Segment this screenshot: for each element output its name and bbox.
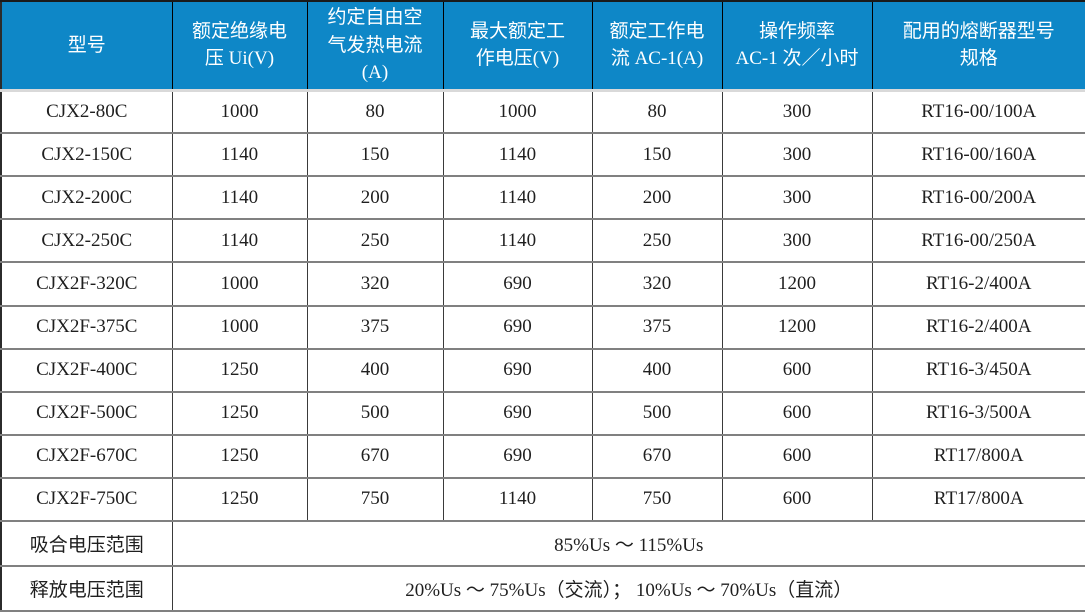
column-header-fuse-spec: 配用的熔断器型号 规格 (871, 0, 1085, 92)
column-header-insulation-voltage: 额定绝缘电 压 Ui(V) (171, 0, 308, 92)
fuse-spec-cell: RT16-2/400A (871, 304, 1085, 350)
table-row: CJX2F-750C 1250 750 1140 750 600 RT17/800A (0, 476, 1085, 523)
insulation-voltage-cell: 1000 (171, 304, 308, 350)
operating-frequency-cell: 300 (721, 218, 873, 264)
thermal-current-cell: 80 (306, 89, 444, 135)
working-current-cell: 320 (591, 261, 723, 307)
table-row: CJX2-200C 1140 200 1140 200 300 RT16-00/200A (0, 175, 1085, 221)
table-row: CJX2-250C 1140 250 1140 250 300 RT16-00/250A (0, 218, 1085, 264)
max-working-voltage-cell: 1140 (442, 132, 593, 178)
column-header-model: 型号 (0, 0, 173, 92)
spec-table-footer: 吸合电压范围 85%Us ～ 115%Us 释放电压范围 20%Us ～ 75%… (0, 520, 1085, 612)
fuse-spec-cell: RT16-00/250A (871, 218, 1085, 264)
max-working-voltage-cell: 1140 (442, 218, 593, 264)
insulation-voltage-cell: 1250 (171, 476, 308, 523)
thermal-current-cell: 400 (306, 347, 444, 393)
working-current-cell: 500 (591, 390, 723, 436)
table-row: CJX2-150C 1140 150 1140 150 300 RT16-00/160A (0, 132, 1085, 178)
table-row: CJX2-80C 1000 80 1000 80 300 RT16-00/100A (0, 89, 1085, 135)
table-row: CJX2F-375C 1000 375 690 375 1200 RT16-2/400A (0, 304, 1085, 350)
thermal-current-cell: 500 (306, 390, 444, 436)
operating-frequency-cell: 300 (721, 89, 873, 135)
column-header-thermal-current: 约定自由空 气发热电流 (A) (306, 0, 444, 92)
thermal-current-cell: 200 (306, 175, 444, 221)
model-cell: CJX2-200C (0, 175, 173, 221)
pickup-voltage-row: 吸合电压范围 85%Us ～ 115%Us (0, 520, 1085, 567)
fuse-spec-cell: RT16-3/500A (871, 390, 1085, 436)
max-working-voltage-cell: 1000 (442, 89, 593, 135)
fuse-spec-cell: RT16-3/450A (871, 347, 1085, 393)
thermal-current-cell: 750 (306, 476, 444, 523)
max-working-voltage-cell: 690 (442, 304, 593, 350)
operating-frequency-cell: 600 (721, 433, 873, 479)
model-cell: CJX2-250C (0, 218, 173, 264)
insulation-voltage-cell: 1140 (171, 218, 308, 264)
release-voltage-label: 释放电压范围 (0, 565, 173, 612)
operating-frequency-cell: 300 (721, 175, 873, 221)
fuse-spec-cell: RT17/800A (871, 433, 1085, 479)
thermal-current-cell: 320 (306, 261, 444, 307)
working-current-cell: 80 (591, 89, 723, 135)
insulation-voltage-cell: 1250 (171, 433, 308, 479)
operating-frequency-cell: 1200 (721, 261, 873, 307)
spec-table-body: CJX2-80C 1000 80 1000 80 300 RT16-00/100A CJX2-… (0, 89, 1085, 523)
insulation-voltage-cell: 1250 (171, 347, 308, 393)
fuse-spec-cell: RT17/800A (871, 476, 1085, 523)
max-working-voltage-cell: 690 (442, 433, 593, 479)
max-working-voltage-cell: 1140 (442, 175, 593, 221)
max-working-voltage-cell: 1140 (442, 476, 593, 523)
insulation-voltage-cell: 1140 (171, 132, 308, 178)
table-row: CJX2F-320C 1000 320 690 320 1200 RT16-2/400A (0, 261, 1085, 307)
working-current-cell: 375 (591, 304, 723, 350)
release-voltage-row: 释放电压范围 20%Us ～ 75%Us（交流）； 10%Us ～ 70%Us（… (0, 565, 1085, 612)
working-current-cell: 400 (591, 347, 723, 393)
operating-frequency-cell: 600 (721, 390, 873, 436)
column-header-operating-frequency: 操作频率 AC-1 次／小时 (721, 0, 873, 92)
thermal-current-cell: 375 (306, 304, 444, 350)
pickup-voltage-label: 吸合电压范围 (0, 520, 173, 567)
column-header-working-current: 额定工作电 流 AC-1(A) (591, 0, 723, 92)
working-current-cell: 200 (591, 175, 723, 221)
operating-frequency-cell: 600 (721, 476, 873, 523)
insulation-voltage-cell: 1140 (171, 175, 308, 221)
table-row: CJX2F-400C 1250 400 690 400 600 RT16-3/450A (0, 347, 1085, 393)
release-voltage-value: 20%Us ～ 75%Us（交流）； 10%Us ～ 70%Us（直流） (171, 565, 1085, 612)
max-working-voltage-cell: 690 (442, 390, 593, 436)
insulation-voltage-cell: 1000 (171, 261, 308, 307)
max-working-voltage-cell: 690 (442, 261, 593, 307)
operating-frequency-cell: 1200 (721, 304, 873, 350)
fuse-spec-cell: RT16-00/100A (871, 89, 1085, 135)
model-cell: CJX2F-375C (0, 304, 173, 350)
insulation-voltage-cell: 1000 (171, 89, 308, 135)
model-cell: CJX2F-500C (0, 390, 173, 436)
header-row: 型号 额定绝缘电 压 Ui(V) 约定自由空 气发热电流 (A) 最大额定工 作… (0, 0, 1085, 92)
pickup-voltage-value: 85%Us ～ 115%Us (171, 520, 1085, 567)
operating-frequency-cell: 600 (721, 347, 873, 393)
model-cell: CJX2F-320C (0, 261, 173, 307)
fuse-spec-cell: RT16-2/400A (871, 261, 1085, 307)
model-cell: CJX2-150C (0, 132, 173, 178)
thermal-current-cell: 250 (306, 218, 444, 264)
model-cell: CJX2F-670C (0, 433, 173, 479)
max-working-voltage-cell: 690 (442, 347, 593, 393)
spec-table-header: 型号 额定绝缘电 压 Ui(V) 约定自由空 气发热电流 (A) 最大额定工 作… (0, 0, 1085, 92)
insulation-voltage-cell: 1250 (171, 390, 308, 436)
working-current-cell: 250 (591, 218, 723, 264)
fuse-spec-cell: RT16-00/160A (871, 132, 1085, 178)
column-header-max-working-voltage: 最大额定工 作电压(V) (442, 0, 593, 92)
table-row: CJX2F-670C 1250 670 690 670 600 RT17/800A (0, 433, 1085, 479)
working-current-cell: 750 (591, 476, 723, 523)
model-cell: CJX2-80C (0, 89, 173, 135)
fuse-spec-cell: RT16-00/200A (871, 175, 1085, 221)
thermal-current-cell: 670 (306, 433, 444, 479)
model-cell: CJX2F-750C (0, 476, 173, 523)
thermal-current-cell: 150 (306, 132, 444, 178)
working-current-cell: 150 (591, 132, 723, 178)
model-cell: CJX2F-400C (0, 347, 173, 393)
operating-frequency-cell: 300 (721, 132, 873, 178)
working-current-cell: 670 (591, 433, 723, 479)
table-row: CJX2F-500C 1250 500 690 500 600 RT16-3/500A (0, 390, 1085, 436)
